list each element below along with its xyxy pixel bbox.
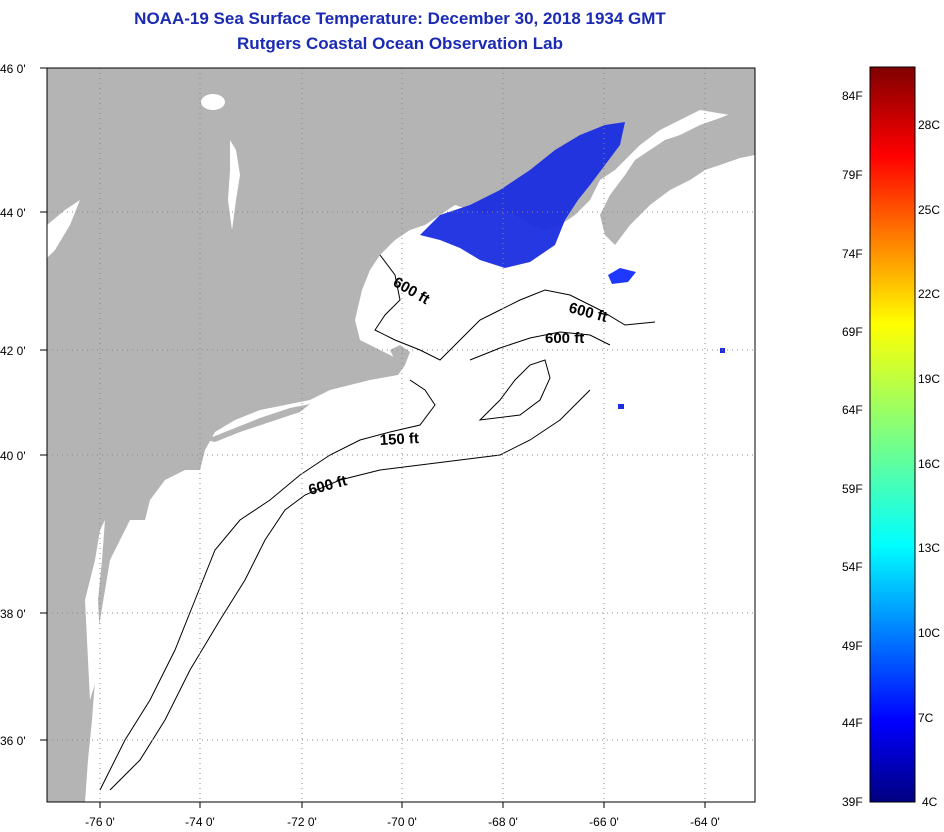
colorbar-label-f: 59F xyxy=(842,482,863,496)
sst-cold-water xyxy=(420,122,625,268)
contour-label: 150 ft xyxy=(379,430,419,449)
georges-bank-shoal xyxy=(478,359,551,421)
colorbar-label-c: 25C xyxy=(918,203,941,217)
lon-label: -66 0' xyxy=(589,815,619,829)
lat-label: 46 0' xyxy=(0,62,26,76)
colorbar-label-f: 74F xyxy=(842,247,863,261)
inland-lake xyxy=(201,94,225,110)
sst-cold-water xyxy=(608,268,636,284)
lat-label: 38 0' xyxy=(0,607,26,621)
lon-label: -64 0' xyxy=(690,815,720,829)
colorbar-label-c: 19C xyxy=(918,372,941,386)
grid-lines xyxy=(47,68,755,802)
nova-scotia xyxy=(600,110,755,245)
colorbar-label-c: 7C xyxy=(918,711,934,725)
lat-label: 36 0' xyxy=(0,734,26,748)
colorbar-label-c: 28C xyxy=(918,118,941,132)
lat-label: 40 0' xyxy=(0,449,26,463)
map-title: NOAA-19 Sea Surface Temperature: Decembe… xyxy=(134,9,666,28)
axis-ticks xyxy=(40,67,706,808)
colorbar-label-c: 16C xyxy=(918,457,941,471)
cape-cod xyxy=(390,345,410,375)
colorbar-label-c: 10C xyxy=(918,626,941,640)
depth-contour-600ft xyxy=(374,254,656,361)
lon-label: -70 0' xyxy=(387,815,417,829)
sst-cold-water xyxy=(618,404,624,409)
contour-label: 600 ft xyxy=(545,330,584,347)
lat-label: 42 0' xyxy=(0,344,26,358)
plot-frame xyxy=(46,67,756,803)
colorbar-label-c: 4C xyxy=(922,795,938,809)
depth-contour-600ft xyxy=(109,389,591,791)
map-subtitle: Rutgers Coastal Ocean Observation Lab xyxy=(237,34,563,53)
colorbar-label-f: 49F xyxy=(842,639,863,653)
lon-label: -68 0' xyxy=(488,815,518,829)
colorbar-label-f: 79F xyxy=(842,168,863,182)
colorbar-label-f: 84F xyxy=(842,89,863,103)
colorbar-label-c: 13C xyxy=(918,541,941,555)
lon-label: -74 0' xyxy=(185,815,215,829)
inland-lake xyxy=(47,200,80,258)
lake-champlain xyxy=(228,140,240,230)
depth-contour-150ft xyxy=(99,379,436,791)
long-island xyxy=(205,404,310,442)
colorbar xyxy=(869,66,916,803)
lon-label: -72 0' xyxy=(287,815,317,829)
delaware-bay xyxy=(140,515,158,545)
colorbar-label-c: 22C xyxy=(918,287,941,301)
colorbar-label-f: 54F xyxy=(842,560,863,574)
colorbar-label-f: 44F xyxy=(842,716,863,730)
chesapeake-bay xyxy=(85,520,105,700)
depth-contour-600ft xyxy=(469,331,611,361)
colorbar-label-f: 69F xyxy=(842,325,863,339)
lat-label: 44 0' xyxy=(0,206,26,220)
lon-label: -76 0' xyxy=(85,815,115,829)
colorbar-label-f: 64F xyxy=(842,403,863,417)
colorbar-label-f: 39F xyxy=(842,795,863,809)
land-mass xyxy=(47,68,755,802)
